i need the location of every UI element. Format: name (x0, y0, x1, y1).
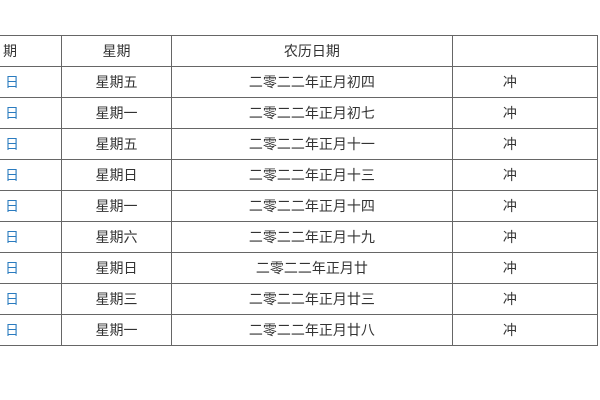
lunar-date-cell: 二零二二年正月十九 (170, 221, 453, 253)
lunar-calendar-table: 期 星期 农历日期 日星期五 二零二二年正月初四冲日星期一 二零二二年正月初七冲日星… (0, 35, 599, 346)
date-cell[interactable]: 日 (0, 283, 63, 315)
date-cell[interactable]: 日 (0, 159, 63, 191)
date-cell[interactable]: 日 (0, 314, 63, 346)
header-weekday: 星期 (61, 35, 172, 67)
clash-cell: 冲 (451, 314, 599, 346)
header-clash (451, 35, 599, 67)
clash-cell: 冲 (451, 97, 599, 129)
lunar-date-cell: 二零二二年正月廿 (170, 252, 453, 284)
clash-cell: 冲 (451, 159, 599, 191)
table-row: 日星期五 二零二二年正月初四冲 (0, 66, 599, 98)
date-cell[interactable]: 日 (0, 128, 63, 160)
lunar-date-cell: 二零二二年正月十一 (170, 128, 453, 160)
weekday-cell: 星期日 (61, 159, 172, 191)
lunar-date-cell: 二零二二年正月十三 (170, 159, 453, 191)
table-row: 日星期一 二零二二年正月廿八冲 (0, 314, 599, 346)
clash-cell: 冲 (451, 190, 599, 222)
header-lunar-date: 农历日期 (170, 35, 453, 67)
clash-cell: 冲 (451, 252, 599, 284)
weekday-cell: 星期一 (61, 190, 172, 222)
clash-cell: 冲 (451, 283, 599, 315)
date-cell[interactable]: 日 (0, 97, 63, 129)
table-row: 日星期一 二零二二年正月十四冲 (0, 190, 599, 222)
lunar-date-cell: 二零二二年正月廿八 (170, 314, 453, 346)
lunar-date-cell: 二零二二年正月初七 (170, 97, 453, 129)
header-date: 期 (0, 35, 63, 67)
weekday-cell: 星期三 (61, 283, 172, 315)
table-row: 日星期日 二零二二年正月廿冲 (0, 252, 599, 284)
weekday-cell: 星期五 (61, 66, 172, 98)
lunar-date-cell: 二零二二年正月十四 (170, 190, 453, 222)
lunar-date-cell: 二零二二年正月廿三 (170, 283, 453, 315)
weekday-cell: 星期一 (61, 314, 172, 346)
weekday-cell: 星期日 (61, 252, 172, 284)
table-header-row: 期 星期 农历日期 (0, 35, 599, 67)
table-row: 日星期日 二零二二年正月十三冲 (0, 159, 599, 191)
date-cell[interactable]: 日 (0, 221, 63, 253)
weekday-cell: 星期六 (61, 221, 172, 253)
clash-cell: 冲 (451, 221, 599, 253)
table-row: 日星期六 二零二二年正月十九冲 (0, 221, 599, 253)
lunar-date-cell: 二零二二年正月初四 (170, 66, 453, 98)
weekday-cell: 星期一 (61, 97, 172, 129)
table-row: 日星期三 二零二二年正月廿三冲 (0, 283, 599, 315)
clash-cell: 冲 (451, 66, 599, 98)
weekday-cell: 星期五 (61, 128, 172, 160)
table-row: 日星期五 二零二二年正月十一冲 (0, 128, 599, 160)
clash-cell: 冲 (451, 128, 599, 160)
date-cell[interactable]: 日 (0, 66, 63, 98)
date-cell[interactable]: 日 (0, 252, 63, 284)
date-cell[interactable]: 日 (0, 190, 63, 222)
table-row: 日星期一 二零二二年正月初七冲 (0, 97, 599, 129)
